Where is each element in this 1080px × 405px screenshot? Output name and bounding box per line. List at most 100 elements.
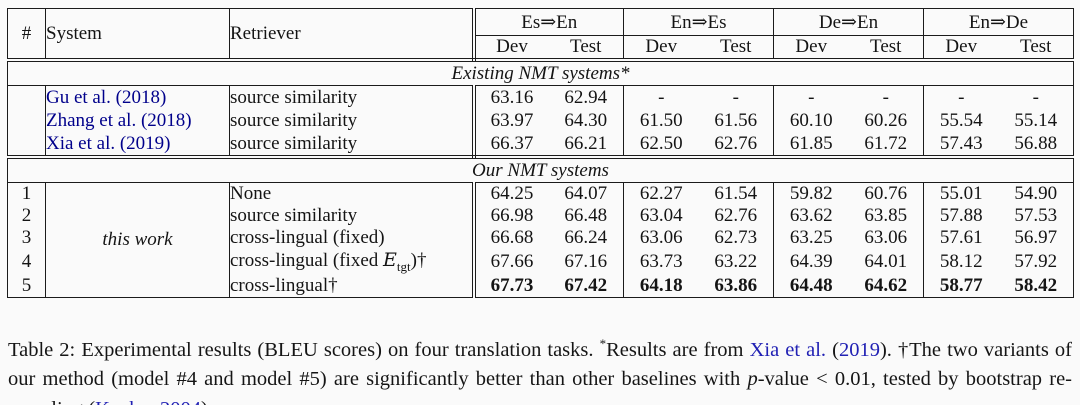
score-cell: 60.10 xyxy=(789,109,833,131)
score-cell: 63.06 xyxy=(639,227,683,248)
score-cell: 63.85 xyxy=(848,205,924,227)
section-heading-label: Our NMT systems xyxy=(7,157,1074,183)
score-cell: 63.04 xyxy=(639,205,683,226)
score-cell: 64.07 xyxy=(548,182,624,205)
score-cell: 63.16 xyxy=(490,86,534,108)
caption-text: Results are from xyxy=(606,338,750,361)
score-cell: 67.73 xyxy=(490,274,534,296)
math-var-e: E xyxy=(383,249,397,271)
score-cell: 57.92 xyxy=(1014,250,1058,272)
score-cell: 63.62 xyxy=(789,205,833,226)
score-cell: 67.16 xyxy=(548,249,624,275)
citation-year-koehn[interactable]: 2004 xyxy=(160,398,201,405)
score-cell: - xyxy=(698,85,774,109)
subheader-test: Test xyxy=(998,35,1074,62)
score-cell: 67.66 xyxy=(490,250,534,272)
row-num: 2 xyxy=(7,205,46,227)
caption-text: Table 2: Experimental results (BLEU scor… xyxy=(8,338,600,361)
score-cell: 66.48 xyxy=(548,205,624,227)
table-row: 5 cross-lingual† 67.73 67.42 64.18 63.86… xyxy=(7,274,1074,298)
score-cell: 67.42 xyxy=(548,274,624,298)
group-header-en-de: En⇒De xyxy=(923,8,1074,36)
row-num: 1 xyxy=(7,182,46,205)
score-cell: 61.85 xyxy=(773,132,849,159)
table-row: Gu et al. (2018) source similarity 63.16… xyxy=(7,85,1074,109)
score-cell: 66.98 xyxy=(490,205,534,226)
row-num: 3 xyxy=(7,227,46,249)
citation-link-koehn[interactable]: Koehn xyxy=(95,398,150,405)
math-subscript: tgt xyxy=(396,258,411,274)
group-header-es-en: Es⇒En xyxy=(473,8,624,36)
score-cell: - xyxy=(958,86,965,108)
section-heading-label: Existing NMT systems* xyxy=(7,60,1074,86)
retriever-cell: source similarity xyxy=(229,205,476,227)
row-num xyxy=(7,85,46,109)
row-num xyxy=(7,132,46,159)
score-cell: 57.88 xyxy=(939,205,983,226)
score-cell: 63.97 xyxy=(490,109,534,131)
citation-year-xia[interactable]: 2019 xyxy=(838,338,880,361)
score-cell: 63.25 xyxy=(789,227,833,248)
score-cell: 58.77 xyxy=(939,274,983,296)
retriever-cell: cross-lingual (fixed) xyxy=(229,227,476,249)
score-cell: 61.72 xyxy=(848,132,924,159)
caption-text: ( xyxy=(826,338,839,361)
score-cell: 57.43 xyxy=(923,132,999,159)
retriever-cell: source similarity xyxy=(229,85,476,109)
subheader-test: Test xyxy=(548,35,624,62)
subheader-dev: Dev xyxy=(773,35,849,62)
score-cell: 60.26 xyxy=(848,109,924,132)
score-cell: 64.62 xyxy=(848,274,924,298)
row-num: 5 xyxy=(7,274,46,298)
retriever-cell: cross-lingual† xyxy=(229,274,476,298)
table-caption: Table 2: Experimental results (BLEU scor… xyxy=(8,329,1072,405)
citation-link[interactable]: Zhang et al. (2018) xyxy=(46,109,192,131)
score-cell: - xyxy=(658,86,665,108)
citation-link[interactable]: Xia et al. (2019) xyxy=(46,132,171,154)
score-cell: 64.01 xyxy=(848,249,924,275)
citation-link-xia[interactable]: Xia et al. xyxy=(749,338,827,361)
system-cell: Zhang et al. (2018) xyxy=(45,109,230,132)
header-row-groups: # System Retriever Es⇒En En⇒Es De⇒En En⇒… xyxy=(7,8,1074,62)
subheader-test: Test xyxy=(698,35,774,62)
score-cell: 56.88 xyxy=(998,132,1074,159)
score-cell: 66.21 xyxy=(548,132,624,159)
row-num xyxy=(7,109,46,132)
score-cell: - xyxy=(808,86,815,108)
table-row: 4 cross-lingual (fixed Etgt)† 67.66 67.1… xyxy=(7,249,1074,275)
score-cell: 66.24 xyxy=(548,227,624,249)
score-cell: 63.73 xyxy=(639,250,683,272)
score-cell: 57.53 xyxy=(1014,205,1058,226)
score-cell: 64.39 xyxy=(789,250,833,272)
score-cell: 62.94 xyxy=(548,85,624,109)
retriever-text: cross-lingual (fixed xyxy=(230,250,384,271)
score-cell: 59.82 xyxy=(789,183,833,204)
table-row: 2 source similarity 66.98 66.48 63.04 62… xyxy=(7,205,1074,227)
section-heading-existing: Existing NMT systems* xyxy=(7,60,1074,86)
footnote-star: * xyxy=(599,335,607,351)
table-row: Xia et al. (2019) source similarity 66.3… xyxy=(7,132,1074,159)
score-cell: 58.42 xyxy=(1014,274,1058,296)
score-cell: 66.68 xyxy=(490,227,534,248)
score-cell: 66.37 xyxy=(473,132,549,159)
retriever-cell: None xyxy=(229,182,476,205)
score-cell: 55.54 xyxy=(939,109,983,131)
score-cell: 62.76 xyxy=(698,132,774,159)
group-header-en-es: En⇒Es xyxy=(623,8,774,36)
score-cell: 62.50 xyxy=(623,132,699,159)
score-cell: 62.76 xyxy=(698,205,774,227)
caption-text: ). xyxy=(201,398,213,405)
score-cell: 64.25 xyxy=(490,183,534,204)
score-cell: 64.48 xyxy=(789,274,833,296)
score-cell: - xyxy=(1032,86,1039,108)
results-table: # System Retriever Es⇒En En⇒Es De⇒En En⇒… xyxy=(7,8,1074,298)
score-cell: 62.27 xyxy=(639,183,683,204)
system-cell: Xia et al. (2019) xyxy=(45,132,230,159)
score-cell: - xyxy=(848,85,924,109)
score-cell: 61.50 xyxy=(639,109,683,131)
score-cell: 54.90 xyxy=(1014,183,1058,204)
table-row: Zhang et al. (2018) source similarity 63… xyxy=(7,109,1074,132)
subheader-test: Test xyxy=(848,35,924,62)
citation-link[interactable]: Gu et al. (2018) xyxy=(46,86,167,108)
